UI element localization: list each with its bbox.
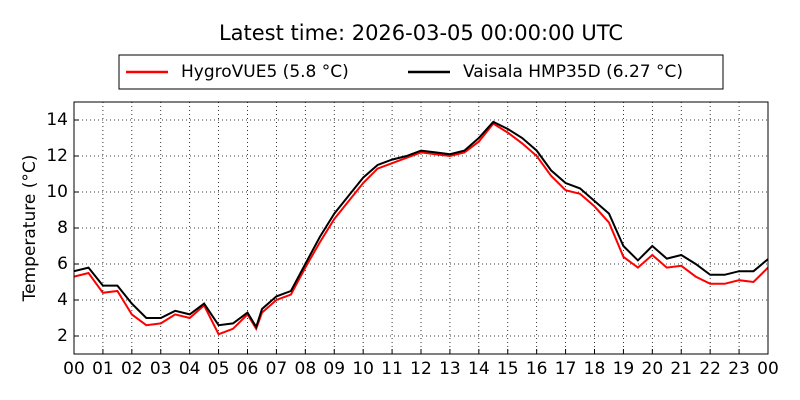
legend-label: Vaisala HMP35D (6.27 °C) [463, 62, 683, 82]
x-tick-label: 03 [150, 359, 172, 379]
x-tick-label: 06 [237, 359, 259, 379]
x-tick-label: 00 [757, 359, 779, 379]
x-tick-label: 07 [266, 359, 288, 379]
plot-frame [73, 101, 769, 355]
y-tick-label: 12 [46, 146, 68, 166]
y-tick-label: 8 [57, 218, 68, 238]
x-tick-label: 04 [179, 359, 201, 379]
x-tick-label: 05 [208, 359, 230, 379]
y-tick-label: 14 [46, 110, 68, 130]
y-tick-label: 4 [57, 290, 68, 310]
x-tick-label: 09 [323, 359, 345, 379]
x-tick-label: 21 [670, 359, 692, 379]
x-tick-label: 23 [728, 359, 750, 379]
x-tick-label: 20 [642, 359, 664, 379]
x-tick-label: 14 [468, 359, 490, 379]
x-tick-label: 10 [352, 359, 374, 379]
y-tick-label: 2 [57, 326, 68, 346]
legend-label: HygroVUE5 (5.8 °C) [181, 62, 349, 82]
series-line [73, 120, 769, 330]
x-tick-label: 13 [439, 359, 461, 379]
chart-title: Latest time: 2026-03-05 00:00:00 UTC [219, 21, 623, 45]
x-tick-label: 01 [92, 359, 114, 379]
x-tick-label: 17 [555, 359, 577, 379]
x-tick-label: 02 [121, 359, 143, 379]
x-tick-label: 11 [381, 359, 403, 379]
series-line [73, 122, 769, 336]
x-tick-label: 19 [613, 359, 635, 379]
x-tick-label: 08 [295, 359, 317, 379]
x-tick-label: 12 [410, 359, 432, 379]
x-tick-label: 16 [526, 359, 548, 379]
x-tick-label: 22 [699, 359, 721, 379]
x-tick-label: 00 [63, 359, 85, 379]
y-tick-label: 6 [57, 254, 68, 274]
x-tick-label: 18 [584, 359, 606, 379]
y-axis-label: Temperature (°C) [20, 155, 40, 303]
x-tick-label: 15 [497, 359, 519, 379]
y-tick-label: 10 [46, 182, 68, 202]
